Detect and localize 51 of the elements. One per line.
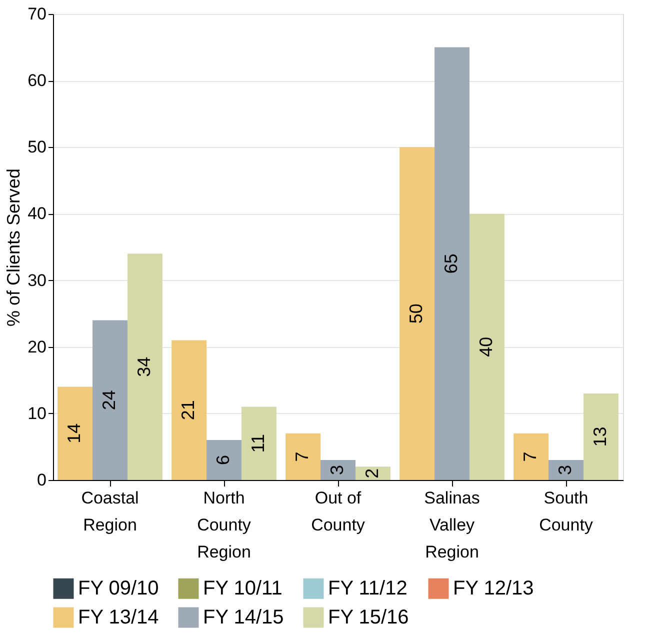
y-tick-label: 40 bbox=[28, 204, 46, 224]
data-label: 2 bbox=[362, 468, 382, 478]
y-tick-label: 60 bbox=[28, 71, 46, 90]
bar bbox=[434, 47, 470, 480]
bar bbox=[400, 147, 435, 480]
y-tick-label: 30 bbox=[28, 270, 46, 290]
legend-label: FY 13/14 bbox=[78, 606, 159, 628]
legend-label: FY 09/10 bbox=[78, 578, 159, 600]
data-label: 7 bbox=[292, 452, 312, 462]
bar bbox=[469, 214, 504, 480]
data-label: 21 bbox=[178, 400, 198, 420]
y-axis-title: % of Clients Served bbox=[4, 168, 24, 327]
data-label: 3 bbox=[327, 465, 347, 476]
y-tick-label: 0 bbox=[37, 470, 46, 490]
x-tick-label: North County Region bbox=[197, 488, 252, 562]
x-tick-label: Salinas Valley Region bbox=[424, 488, 480, 562]
data-label: 40 bbox=[476, 336, 496, 357]
data-label: 11 bbox=[248, 434, 268, 453]
data-label: 24 bbox=[99, 390, 119, 410]
data-label: 34 bbox=[134, 356, 154, 377]
bar bbox=[92, 320, 128, 480]
bar bbox=[172, 340, 207, 480]
bar bbox=[286, 433, 321, 480]
data-label: 3 bbox=[555, 465, 575, 476]
bar bbox=[241, 406, 276, 480]
data-label: 13 bbox=[590, 426, 610, 447]
bar bbox=[58, 386, 93, 480]
x-tick-label: Coastal Region bbox=[81, 488, 139, 534]
y-tick-label: 20 bbox=[28, 337, 46, 356]
data-label: 65 bbox=[441, 254, 461, 274]
legend-label: FY 12/13 bbox=[453, 578, 534, 600]
data-label: 7 bbox=[520, 452, 540, 462]
data-label: 50 bbox=[406, 304, 426, 324]
x-tick-label: South County bbox=[539, 488, 594, 534]
legend-label: FY 14/15 bbox=[203, 606, 284, 628]
bar bbox=[514, 433, 549, 480]
y-tick-label: 70 bbox=[28, 4, 46, 24]
y-tick-label: 50 bbox=[28, 138, 46, 157]
x-tick-label: Out of County bbox=[311, 488, 366, 534]
bar bbox=[355, 466, 390, 480]
bar bbox=[320, 460, 356, 480]
bar bbox=[548, 460, 584, 480]
legend-label: FY 10/11 bbox=[203, 578, 282, 600]
data-label: 14 bbox=[64, 423, 84, 444]
data-label: 6 bbox=[213, 455, 233, 466]
bar bbox=[206, 440, 242, 480]
bar bbox=[583, 393, 618, 480]
legend-label: FY 15/16 bbox=[328, 606, 409, 628]
legend-label: FY 11/12 bbox=[328, 578, 408, 600]
y-tick-label: 10 bbox=[28, 404, 46, 423]
bar bbox=[127, 254, 162, 480]
